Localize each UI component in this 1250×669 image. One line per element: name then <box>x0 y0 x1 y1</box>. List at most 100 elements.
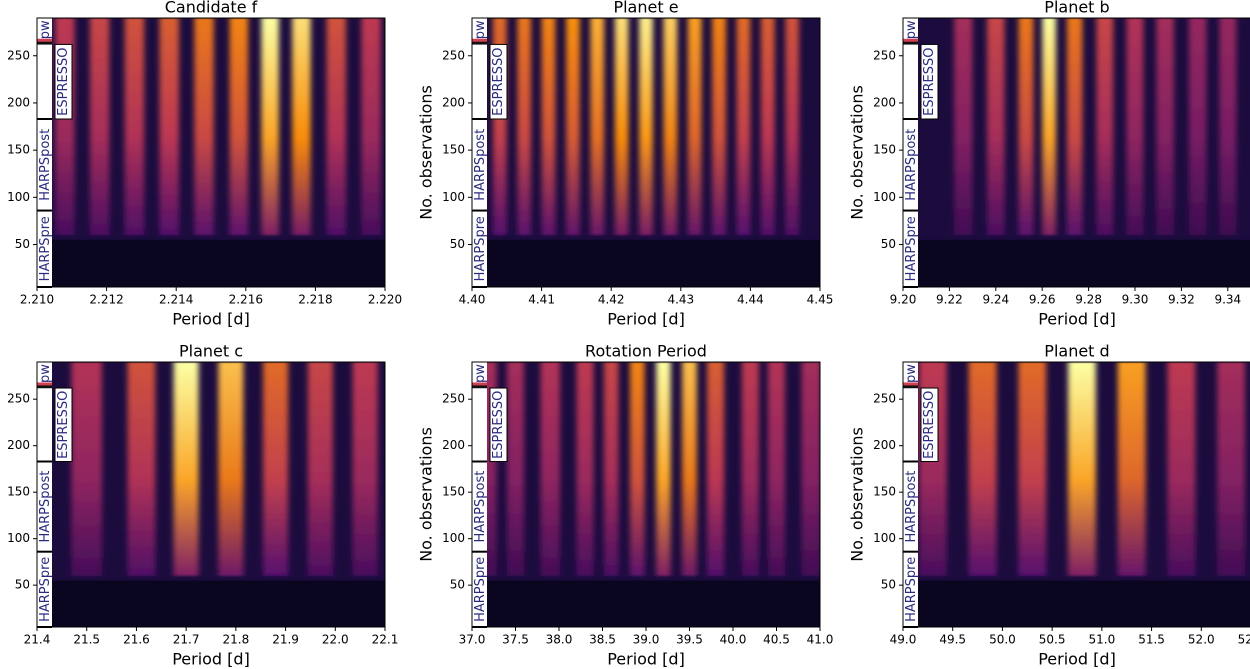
instrument-box <box>920 43 939 120</box>
periodogram-stripe <box>352 362 378 576</box>
periodogram-stripe <box>1066 18 1083 236</box>
y-tick-label: 250 <box>873 48 896 62</box>
segment-marker <box>903 382 918 386</box>
periodogram-stripe <box>1126 18 1144 236</box>
x-tick-label: 22.1 <box>372 633 399 647</box>
frame <box>36 17 386 288</box>
periodogram-stripe <box>517 18 532 236</box>
periodogram-stripe <box>801 362 820 576</box>
y-tick-label: 100 <box>442 531 465 545</box>
y-tick-label: 200 <box>7 438 30 452</box>
y-tick-label: 150 <box>442 143 465 157</box>
periodogram-stripe <box>361 18 381 236</box>
instrument-label: ESPRESSO <box>922 48 937 116</box>
periodogram-stripe <box>218 362 244 576</box>
periodogram-stripe <box>159 18 179 236</box>
instrument-label: pw <box>473 20 488 39</box>
x-tick-label: 38.0 <box>546 633 573 647</box>
instrument-strip <box>37 362 52 627</box>
periodogram-stripe <box>736 18 751 236</box>
x-tick-label: 37.0 <box>459 633 486 647</box>
x-tick-label: 40.5 <box>763 633 790 647</box>
x-tick-label: 40.0 <box>720 633 747 647</box>
periodogram-stripe <box>712 18 726 236</box>
x-tick-label: 52.0 <box>1188 633 1215 647</box>
periodogram-stripe <box>656 362 671 576</box>
segment-marker <box>472 382 487 386</box>
y-axis-label: No. observations <box>848 427 867 562</box>
chart-title: Planet c <box>179 342 243 361</box>
instrument-label: ESPRESSO <box>491 48 506 116</box>
periodogram-stripe <box>987 18 1005 236</box>
instrument-label: ESPRESSO <box>56 48 71 116</box>
periodogram-stripe <box>603 362 619 576</box>
x-tick-label: 4.45 <box>807 293 834 307</box>
y-tick-label: 200 <box>442 95 465 109</box>
x-tick-label: 9.22 <box>936 293 963 307</box>
chart-title: Planet d <box>1044 342 1109 361</box>
periodogram-stripe <box>639 18 653 236</box>
segment-marker <box>903 41 918 45</box>
segment-marker <box>37 38 52 42</box>
periodogram-stripe <box>263 362 289 576</box>
instrument-strip <box>472 362 487 627</box>
y-tick-label: 250 <box>7 392 30 406</box>
periodogram-stripe <box>663 18 678 236</box>
x-tick-label: 21.9 <box>272 633 299 647</box>
y-tick-label: 50 <box>450 237 465 251</box>
periodogram-stripe <box>614 18 629 236</box>
instrument-label: ESPRESSO <box>56 391 71 459</box>
instrument-label: HARPSpost <box>38 471 53 543</box>
x-tick-label: 9.28 <box>1075 293 1102 307</box>
y-tick-label: 200 <box>873 438 896 452</box>
x-tick-label: 39.5 <box>676 633 703 647</box>
x-tick-label: 38.5 <box>589 633 616 647</box>
x-tick-label: 37.5 <box>502 633 529 647</box>
instrument-box <box>54 387 73 462</box>
y-tick-label: 100 <box>7 190 30 204</box>
x-tick-label: 39.0 <box>633 633 660 647</box>
x-tick-label: 9.24 <box>982 293 1009 307</box>
instrument-strip <box>472 18 487 287</box>
x-axis-label: Period [d] <box>172 650 250 669</box>
segment-marker <box>472 38 487 42</box>
chart-title: Rotation Period <box>585 342 707 361</box>
plot-area <box>472 362 820 627</box>
x-tick-label: 9.20 <box>890 293 917 307</box>
x-tick-label: 2.212 <box>89 293 123 307</box>
periodogram-stripe <box>1156 18 1174 236</box>
periodogram-stripe <box>229 18 249 236</box>
periodogram-stripe <box>71 362 103 576</box>
periodogram-stripe <box>89 18 110 236</box>
y-tick-label: 100 <box>873 531 896 545</box>
periodogram-stripe <box>307 362 333 576</box>
x-tick-label: 21.7 <box>173 633 200 647</box>
y-tick-label: 50 <box>881 237 896 251</box>
instrument-box <box>920 387 939 462</box>
instrument-box <box>489 387 508 462</box>
periodogram-stripe <box>124 18 145 236</box>
instrument-label: HARPSpost <box>473 129 488 201</box>
periodogram-stripe <box>540 362 561 576</box>
periodogram-stripe <box>1219 18 1237 236</box>
y-tick-label: 150 <box>442 485 465 499</box>
instrument-label: HARPSpre <box>904 557 919 622</box>
x-tick-label: 50.0 <box>989 633 1016 647</box>
periodogram-stripe <box>1018 18 1034 236</box>
periodogram-stripe <box>590 18 605 236</box>
instrument-label: HARPSpre <box>904 216 919 281</box>
instrument-label: HARPSpost <box>904 129 919 201</box>
x-axis-label: Period [d] <box>1038 650 1116 669</box>
instrument-label: HARPSpost <box>473 471 488 543</box>
periodogram-stripe <box>1167 362 1196 576</box>
background-low <box>37 239 385 287</box>
y-axis-label: No. observations <box>417 85 436 220</box>
instrument-label: ESPRESSO <box>922 391 937 459</box>
periodogram-stripe <box>767 362 786 576</box>
frame <box>902 361 1250 628</box>
periodogram-stripe <box>326 18 347 236</box>
x-tick-label: 2.214 <box>159 293 193 307</box>
periodogram-stripe <box>1068 362 1096 576</box>
